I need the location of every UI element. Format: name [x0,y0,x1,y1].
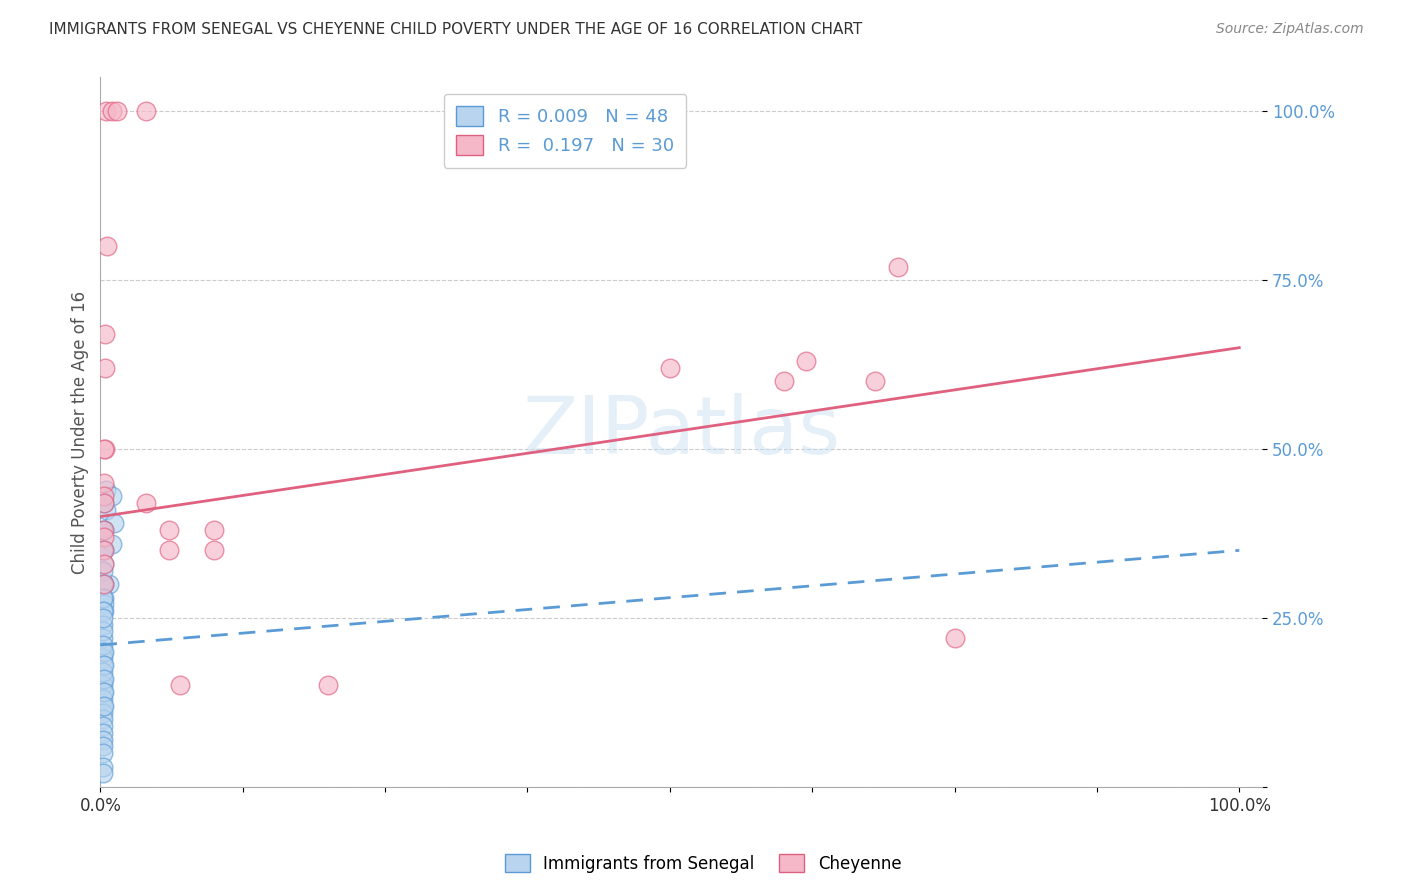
Point [91,665,114,679]
Point [93,543,115,558]
Point [93,698,115,713]
Point [91,672,114,686]
Point [94,503,117,517]
Point [94,442,117,456]
Point [93,658,115,673]
Point [91,719,114,733]
Point [135,496,157,510]
Point [157,543,180,558]
Point [91,523,114,537]
Point [93,530,115,544]
Point [93,604,115,618]
Point [91,631,114,645]
Point [93,577,115,591]
Point [91,577,114,591]
Point [202,523,225,537]
Point [91,692,114,706]
Point [91,624,114,639]
Point [91,766,114,780]
Point [135,104,157,119]
Point [107,104,129,119]
Point [93,496,115,510]
Point [91,564,114,578]
Point [93,523,115,537]
Point [91,726,114,740]
Point [91,617,114,632]
Point [91,678,114,692]
Point [157,523,180,537]
Point [93,557,115,571]
Point [93,672,115,686]
Point [93,475,115,490]
Point [94,104,117,119]
Point [93,577,115,591]
Point [96,239,118,253]
Point [91,543,114,558]
Point [91,759,114,773]
Text: ZIPatlas: ZIPatlas [522,393,841,471]
Point [91,685,114,699]
Text: IMMIGRANTS FROM SENEGAL VS CHEYENNE CHILD POVERTY UNDER THE AGE OF 16 CORRELATIO: IMMIGRANTS FROM SENEGAL VS CHEYENNE CHIL… [49,22,862,37]
Point [91,651,114,665]
Point [863,375,886,389]
Point [91,645,114,659]
Point [886,260,908,274]
Point [202,543,225,558]
Point [100,489,122,503]
Point [91,604,114,618]
Point [93,591,115,605]
Legend: Immigrants from Senegal, Cheyenne: Immigrants from Senegal, Cheyenne [498,847,908,880]
Text: Source: ZipAtlas.com: Source: ZipAtlas.com [1216,22,1364,37]
Point [91,658,114,673]
Point [93,496,115,510]
Point [94,483,117,497]
Point [169,678,191,692]
Point [772,375,794,389]
Point [91,611,114,625]
Point [103,516,125,531]
Point [93,645,115,659]
Point [93,557,115,571]
Point [796,354,818,368]
Point [943,631,966,645]
Point [93,442,115,456]
Point [100,104,122,119]
Point [93,523,115,537]
Point [91,732,114,747]
Point [91,706,114,720]
Point [91,739,114,754]
Point [93,598,115,612]
Point [91,746,114,760]
Point [316,678,339,692]
Legend: R = 0.009   N = 48, R =  0.197   N = 30: R = 0.009 N = 48, R = 0.197 N = 30 [443,94,686,168]
Y-axis label: Child Poverty Under the Age of 16: Child Poverty Under the Age of 16 [72,291,89,574]
Point [93,543,115,558]
Point [94,361,117,376]
Point [94,327,117,342]
Point [93,489,115,503]
Point [91,712,114,726]
Point [98,577,121,591]
Point [93,685,115,699]
Point [91,698,114,713]
Point [91,591,114,605]
Point [91,638,114,652]
Point [658,361,681,376]
Point [100,536,122,550]
